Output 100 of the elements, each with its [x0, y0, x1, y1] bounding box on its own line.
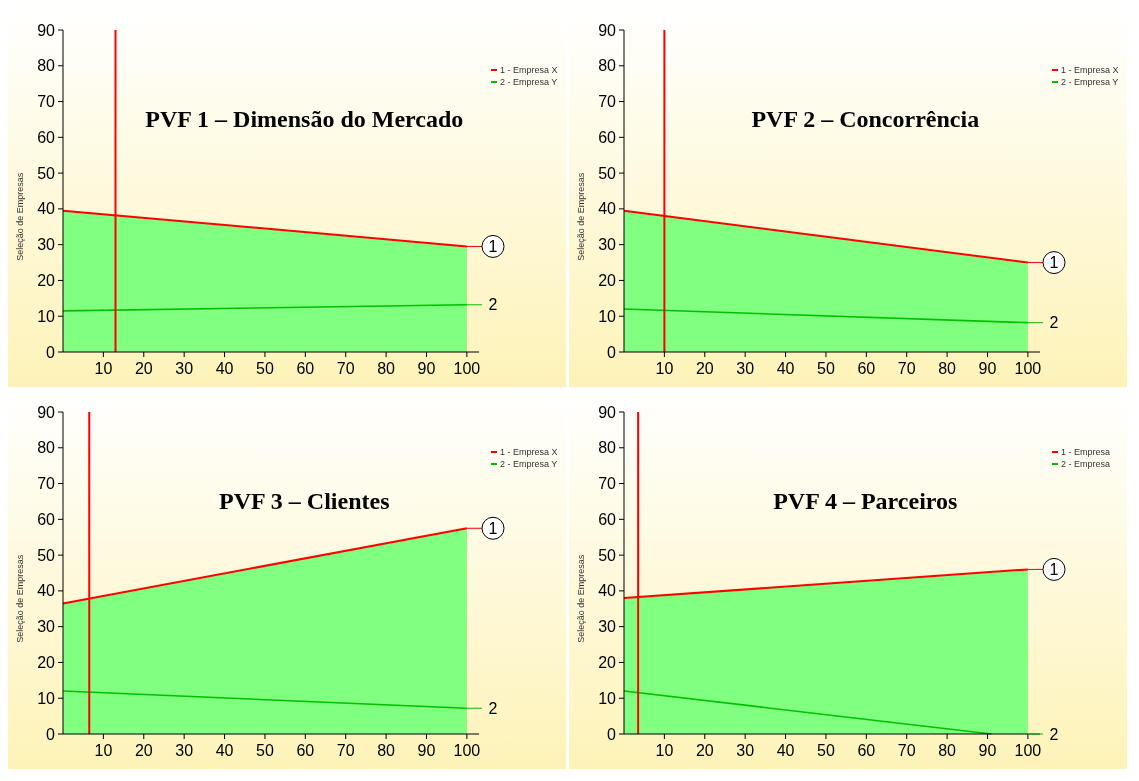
- y-tick-label: 70: [37, 93, 56, 111]
- y-tick-label: 0: [46, 725, 56, 743]
- x-tick-label: 30: [736, 742, 755, 759]
- y-tick-label: 70: [37, 475, 56, 493]
- x-tick-label: 20: [695, 360, 714, 377]
- y-tick-label: 20: [37, 272, 56, 290]
- y-tick-label: 40: [598, 582, 617, 600]
- x-tick-label: 30: [175, 360, 194, 377]
- x-tick-label: 100: [453, 360, 481, 377]
- x-tick-label: 40: [776, 360, 795, 377]
- x-tick-label: 50: [817, 742, 835, 759]
- y-tick-label: 90: [37, 403, 56, 421]
- y-tick-label: 50: [37, 546, 56, 564]
- y-tick-label: 60: [598, 510, 617, 528]
- y-tick-label: 40: [598, 200, 617, 218]
- x-tick-label: 70: [336, 360, 355, 377]
- y-axis-title: Seleção de Empresas: [576, 172, 586, 261]
- legend-label: 1 - Empresa X: [500, 447, 558, 458]
- y-tick-label: 30: [598, 618, 617, 636]
- text: PVF 3 – Clientes: [219, 487, 390, 514]
- legend-label: 2 - Empresa Y: [500, 459, 558, 470]
- y-tick-label: 40: [37, 582, 56, 600]
- y-tick-label: 10: [598, 689, 617, 707]
- x-tick-label: 30: [175, 742, 194, 759]
- text: 1: [1049, 561, 1059, 579]
- x-tick-label: 10: [94, 742, 113, 759]
- y-tick-label: 30: [37, 236, 56, 254]
- x-tick-label: 80: [938, 742, 957, 759]
- y-tick-label: 90: [598, 21, 617, 39]
- x-tick-label: 60: [857, 360, 876, 377]
- x-tick-label: 20: [695, 742, 714, 759]
- x-tick-label: 50: [256, 360, 274, 377]
- y-tick-label: 80: [598, 57, 617, 75]
- x-tick-label: 50: [817, 360, 835, 377]
- y-tick-label: 50: [598, 164, 617, 182]
- x-tick-label: 20: [134, 360, 153, 377]
- x-tick-label: 90: [978, 742, 997, 759]
- x-tick-label: 100: [1014, 742, 1042, 759]
- x-tick-label: 80: [377, 360, 396, 377]
- text: 1: [488, 519, 498, 537]
- x-tick-label: 50: [256, 742, 274, 759]
- y-tick-label: 30: [598, 236, 617, 254]
- x-tick-label: 90: [417, 360, 436, 377]
- x-tick-label: 100: [453, 742, 481, 759]
- text: 2: [1049, 314, 1059, 332]
- legend-label: 2 - Empresa Y: [1061, 77, 1119, 88]
- y-tick-label: 60: [598, 128, 617, 146]
- y-axis-title: Seleção de Empresas: [576, 554, 586, 643]
- x-tick-label: 10: [655, 360, 674, 377]
- text: 2: [488, 296, 498, 314]
- y-tick-label: 60: [37, 510, 56, 528]
- y-tick-label: 70: [598, 93, 617, 111]
- x-tick-label: 80: [938, 360, 957, 377]
- legend-label: 2 - Empresa: [1061, 459, 1111, 470]
- y-tick-label: 30: [37, 618, 56, 636]
- y-tick-label: 80: [37, 57, 56, 75]
- y-tick-label: 0: [607, 725, 617, 743]
- y-tick-label: 80: [598, 439, 617, 457]
- text: PVF 2 – Concorrência: [751, 105, 980, 132]
- legend-label: 1 - Empresa: [1061, 447, 1111, 458]
- legend-label: 1 - Empresa X: [500, 65, 558, 76]
- y-tick-label: 10: [37, 689, 56, 707]
- y-tick-label: 0: [46, 343, 56, 361]
- y-tick-label: 10: [37, 307, 56, 325]
- text: PVF 4 – Parceiros: [773, 487, 958, 514]
- legend-label: 1 - Empresa X: [1061, 65, 1119, 76]
- y-axis-title: Seleção de Empresas: [15, 172, 25, 261]
- x-tick-label: 40: [215, 360, 234, 377]
- x-tick-label: 30: [736, 360, 755, 377]
- x-tick-label: 60: [296, 742, 315, 759]
- text: PVF 1 – Dimensão do Mercado: [145, 105, 464, 132]
- text: 1: [1049, 254, 1059, 272]
- x-tick-label: 70: [897, 742, 916, 759]
- x-tick-label: 90: [978, 360, 997, 377]
- x-tick-label: 40: [215, 742, 234, 759]
- x-tick-label: 10: [94, 360, 113, 377]
- x-tick-label: 70: [336, 742, 355, 759]
- y-tick-label: 90: [37, 21, 56, 39]
- x-tick-label: 80: [377, 742, 396, 759]
- x-tick-label: 20: [134, 742, 153, 759]
- x-tick-label: 90: [417, 742, 436, 759]
- x-tick-label: 100: [1014, 360, 1042, 377]
- y-tick-label: 40: [37, 200, 56, 218]
- text: 2: [488, 699, 498, 717]
- y-tick-label: 10: [598, 307, 617, 325]
- text: 1: [488, 238, 498, 256]
- y-tick-label: 50: [598, 546, 617, 564]
- x-tick-label: 60: [296, 360, 315, 377]
- x-tick-label: 70: [897, 360, 916, 377]
- legend-label: 2 - Empresa Y: [500, 77, 558, 88]
- x-tick-label: 60: [857, 742, 876, 759]
- text: 2: [1049, 725, 1059, 743]
- y-tick-label: 50: [37, 164, 56, 182]
- x-tick-label: 10: [655, 742, 674, 759]
- y-tick-label: 70: [598, 475, 617, 493]
- y-axis-title: Seleção de Empresas: [15, 554, 25, 643]
- y-tick-label: 90: [598, 403, 617, 421]
- y-tick-label: 20: [37, 654, 56, 672]
- y-tick-label: 60: [37, 128, 56, 146]
- y-tick-label: 0: [607, 343, 617, 361]
